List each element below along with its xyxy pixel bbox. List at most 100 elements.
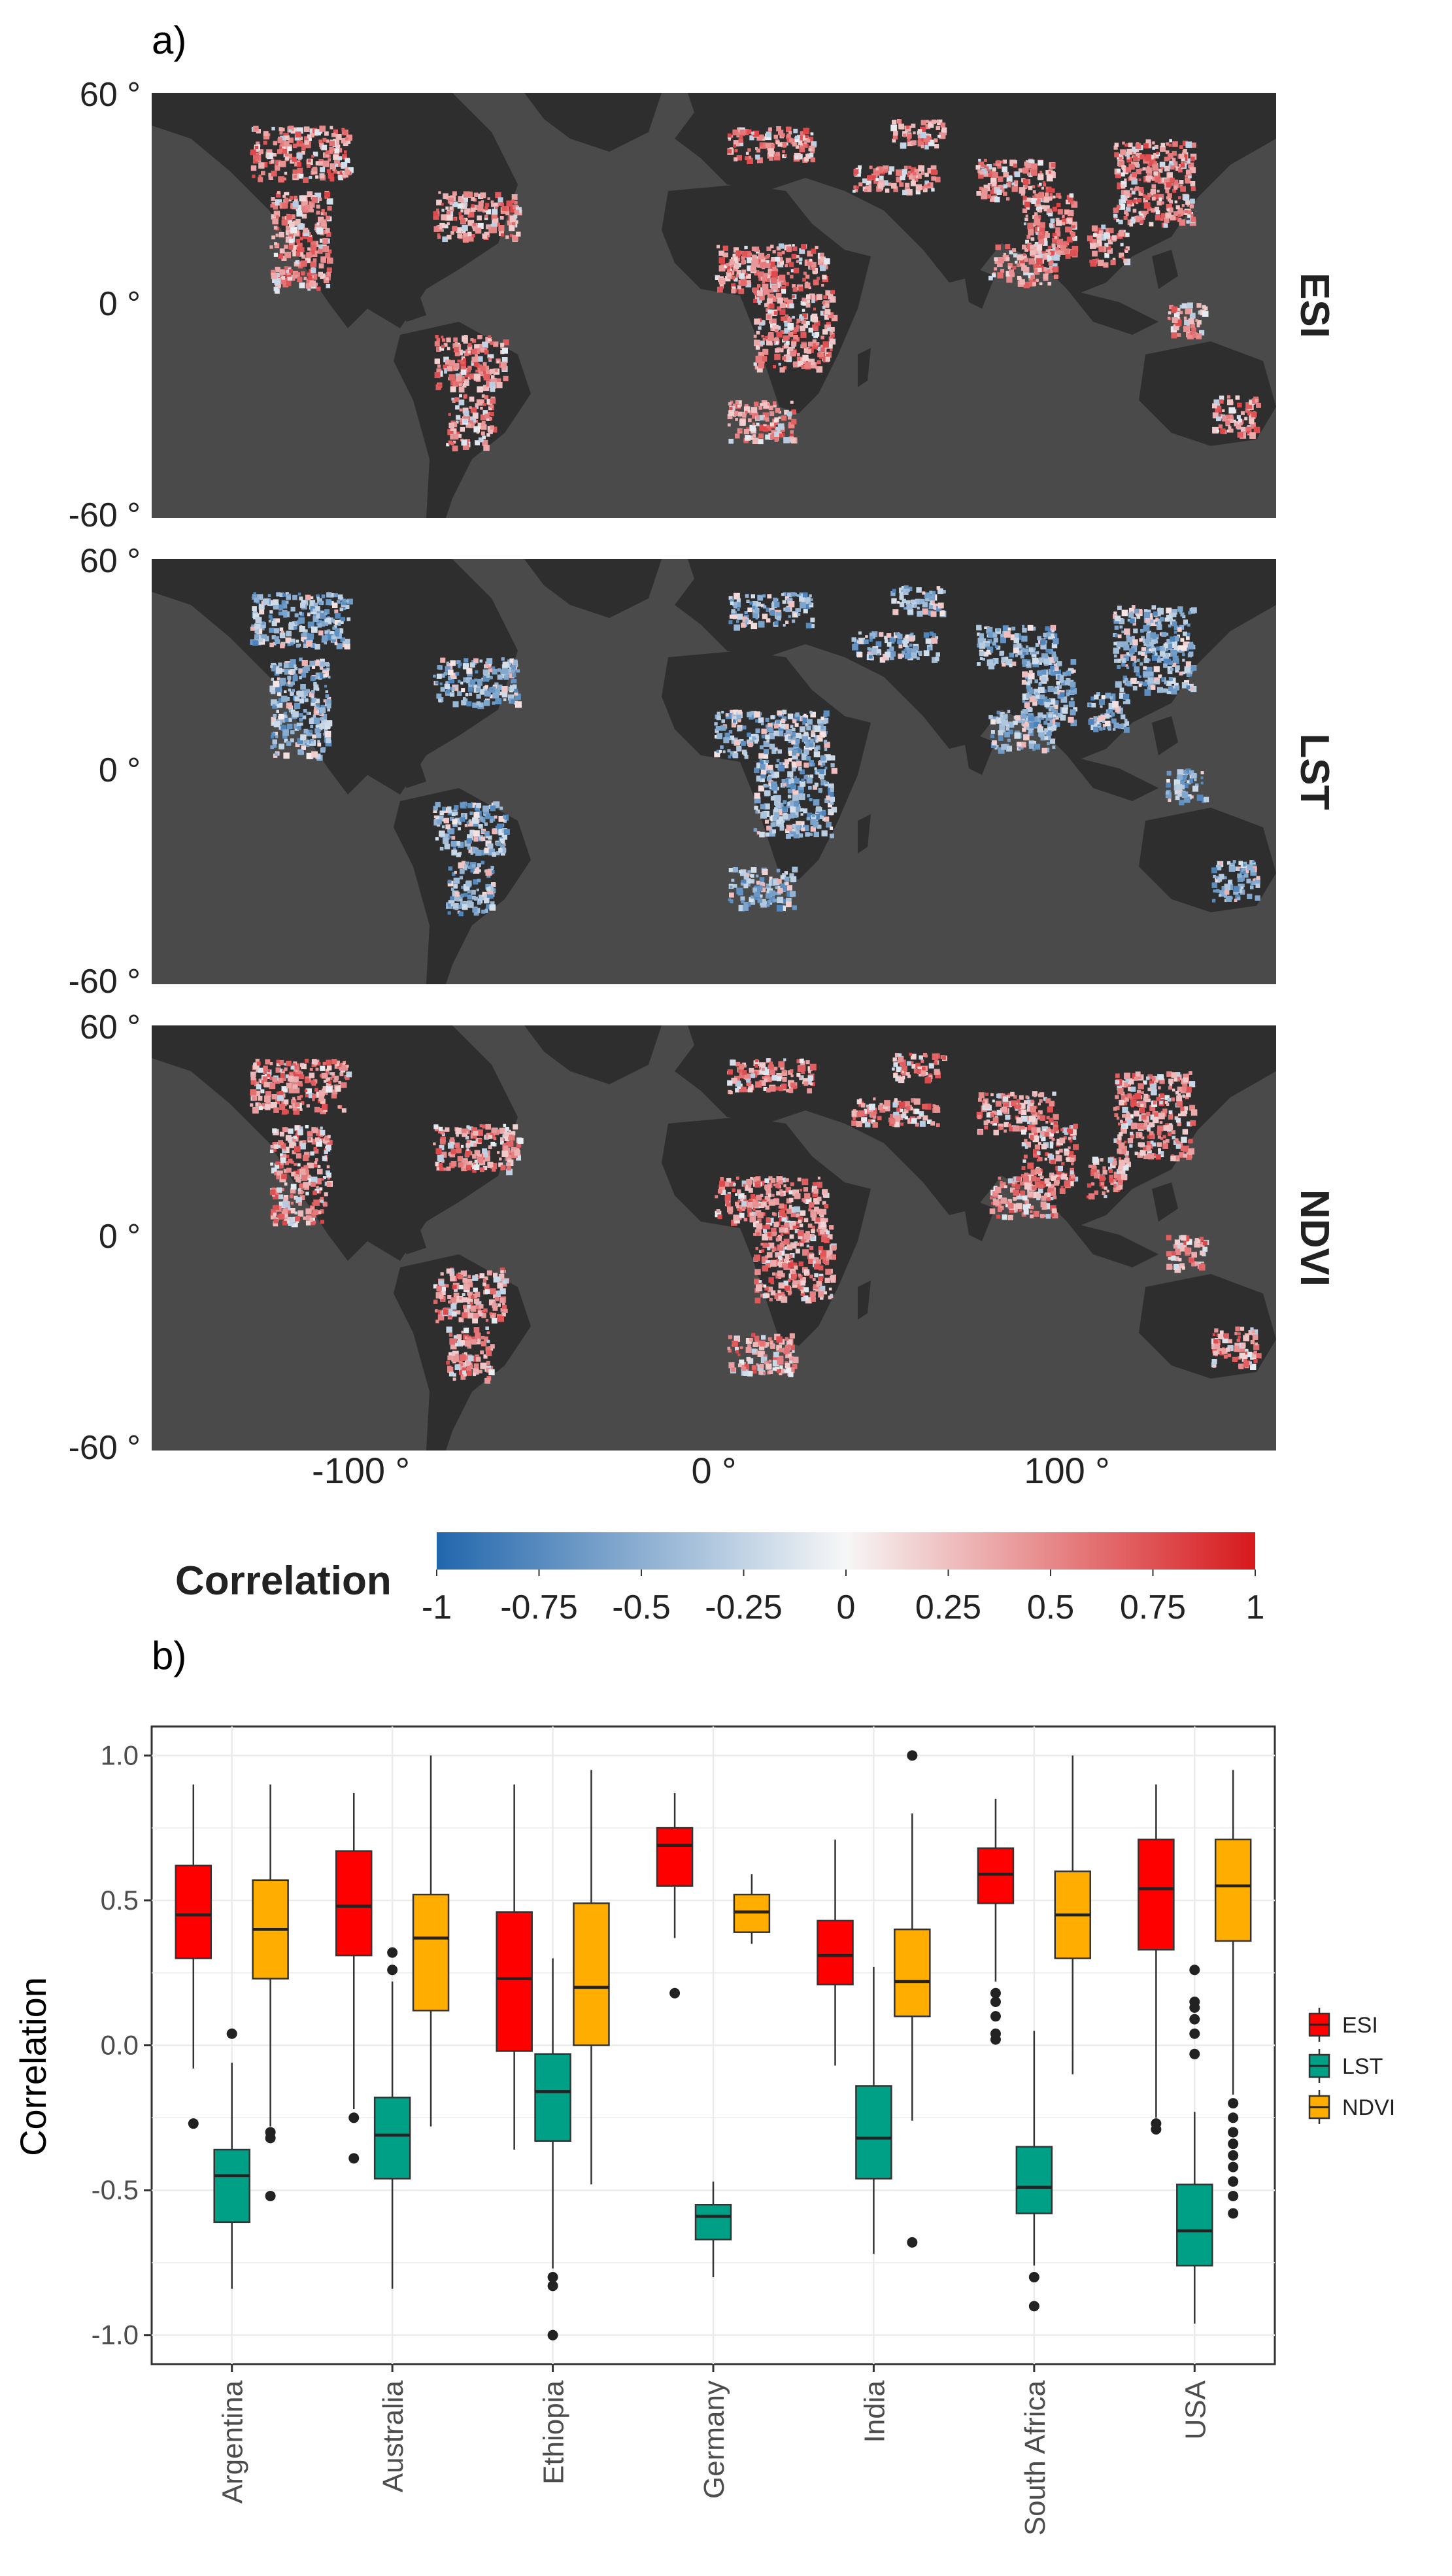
correlation-pixel xyxy=(1175,665,1180,670)
correlation-pixel xyxy=(777,306,781,311)
correlation-pixel xyxy=(1225,415,1230,419)
correlation-pixel xyxy=(1123,693,1130,700)
correlation-pixel xyxy=(293,245,298,250)
correlation-pixel xyxy=(716,749,720,753)
correlation-pixel xyxy=(457,691,462,696)
correlation-pixel xyxy=(1090,696,1095,701)
correlation-pixel xyxy=(272,739,277,745)
correlation-pixel xyxy=(1032,190,1036,194)
correlation-pixel xyxy=(1196,324,1200,328)
correlation-pixel xyxy=(1113,216,1117,220)
correlation-pixel xyxy=(1090,260,1097,267)
correlation-pixel xyxy=(283,177,286,180)
correlation-pixel xyxy=(1009,664,1013,668)
correlation-pixel xyxy=(1055,247,1059,251)
correlation-pixel xyxy=(781,899,787,904)
correlation-pixel xyxy=(979,642,986,649)
correlation-pixel xyxy=(824,258,830,265)
correlation-pixel xyxy=(263,131,269,137)
correlation-pixel xyxy=(1125,664,1128,667)
correlation-pixel xyxy=(293,175,297,179)
correlation-pixel xyxy=(273,714,277,718)
correlation-pixel xyxy=(1003,192,1007,196)
correlation-pixel xyxy=(775,256,780,262)
correlation-pixel xyxy=(754,891,760,897)
correlation-pixel xyxy=(731,878,735,882)
correlation-pixel xyxy=(918,137,922,142)
correlation-pixel xyxy=(327,708,331,712)
correlation-pixel xyxy=(1053,687,1057,692)
correlation-pixel xyxy=(997,272,1004,279)
correlation-pixel xyxy=(1190,213,1194,217)
correlation-pixel xyxy=(733,247,739,253)
correlation-pixel xyxy=(478,824,483,829)
correlation-pixel xyxy=(807,341,813,347)
correlation-pixel xyxy=(745,156,749,161)
correlation-pixel xyxy=(501,357,508,363)
correlation-pixel xyxy=(501,233,504,237)
correlation-pixel xyxy=(756,148,761,153)
correlation-pixel xyxy=(1037,223,1041,228)
correlation-pixel xyxy=(818,761,822,766)
correlation-pixel xyxy=(303,277,307,280)
correlation-pixel xyxy=(1070,201,1074,205)
correlation-pixel xyxy=(764,289,770,295)
correlation-pixel xyxy=(771,602,777,608)
correlation-pixel xyxy=(326,267,332,273)
correlation-pixel xyxy=(885,188,890,193)
correlation-pixel xyxy=(1113,611,1117,615)
correlation-pixel xyxy=(988,275,993,281)
correlation-pixel xyxy=(800,325,805,332)
correlation-pixel xyxy=(296,152,303,159)
correlation-pixel xyxy=(917,140,924,146)
correlation-pixel xyxy=(452,399,456,403)
correlation-pixel xyxy=(824,798,830,804)
correlation-pixel xyxy=(729,614,734,619)
correlation-pixel xyxy=(471,802,476,808)
correlation-pixel xyxy=(1125,213,1129,216)
correlation-pixel xyxy=(299,698,305,704)
correlation-pixel xyxy=(760,262,767,269)
correlation-pixel xyxy=(937,602,944,609)
correlation-pixel xyxy=(462,443,469,450)
correlation-pixel xyxy=(781,415,787,421)
correlation-pixel xyxy=(288,137,294,143)
correlation-pixel xyxy=(437,225,442,230)
correlation-pixel xyxy=(1049,266,1053,269)
correlation-pixel xyxy=(1049,720,1053,723)
correlation-pixel xyxy=(258,177,263,182)
correlation-pixel xyxy=(810,819,817,825)
correlation-pixel xyxy=(1143,658,1149,664)
correlation-pixel xyxy=(809,594,812,598)
correlation-pixel xyxy=(920,126,926,133)
correlation-pixel xyxy=(437,819,442,824)
correlation-pixel xyxy=(1069,193,1074,198)
correlation-pixel xyxy=(1155,621,1158,625)
correlation-pixel xyxy=(271,158,275,162)
correlation-pixel xyxy=(1050,719,1056,724)
correlation-pixel xyxy=(755,294,760,298)
correlation-pixel xyxy=(1053,638,1059,645)
correlation-pixel xyxy=(726,271,731,277)
correlation-pixel xyxy=(447,880,452,884)
correlation-pixel xyxy=(853,190,856,193)
correlation-pixel xyxy=(1064,248,1070,254)
correlation-pixel xyxy=(328,249,332,254)
correlation-pixel xyxy=(260,622,266,628)
correlation-pixel xyxy=(757,284,761,288)
correlation-pixel xyxy=(1160,218,1164,221)
correlation-pixel xyxy=(758,326,762,330)
correlation-pixel xyxy=(1006,197,1010,201)
correlation-pixel xyxy=(772,816,778,822)
correlation-pixel xyxy=(730,710,734,714)
correlation-pixel xyxy=(331,635,335,640)
correlation-pixel xyxy=(815,320,820,326)
correlation-pixel xyxy=(769,411,775,417)
correlation-pixel xyxy=(803,271,807,275)
correlation-pixel xyxy=(1192,334,1196,338)
correlation-pixel xyxy=(759,877,765,882)
correlation-pixel xyxy=(1140,662,1143,666)
correlation-pixel xyxy=(458,665,461,668)
correlation-pixel xyxy=(454,870,457,874)
correlation-pixel xyxy=(820,755,826,761)
